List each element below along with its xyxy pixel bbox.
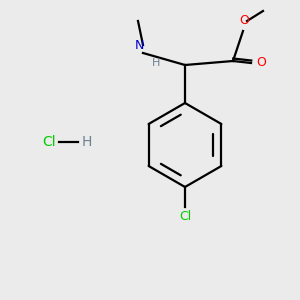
Text: O: O: [256, 56, 266, 68]
Text: O: O: [239, 14, 249, 27]
Text: Cl: Cl: [42, 135, 56, 149]
Text: H: H: [152, 58, 160, 68]
Text: N: N: [135, 39, 144, 52]
Text: H: H: [82, 135, 92, 149]
Text: Cl: Cl: [179, 210, 191, 223]
